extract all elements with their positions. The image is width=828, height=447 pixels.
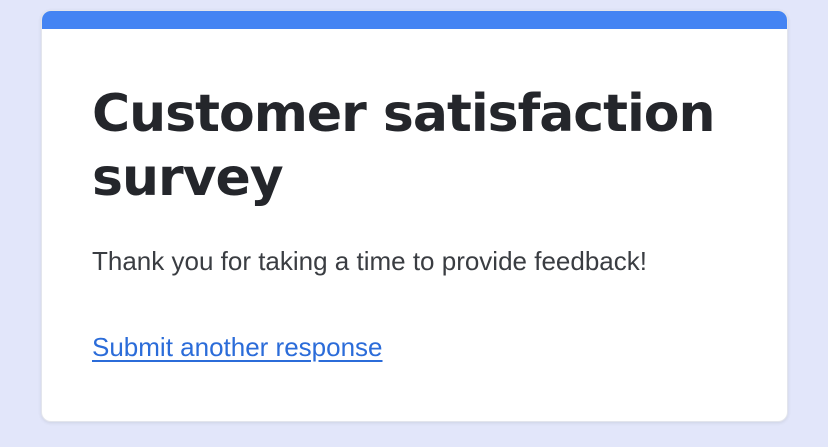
card-content: Customer satisfaction survey Thank you f… <box>42 82 787 364</box>
form-title: Customer satisfaction survey <box>92 82 737 210</box>
link-row: Submit another response <box>92 330 737 364</box>
form-accent-bar <box>42 11 787 29</box>
form-title-line-2: survey <box>92 148 284 208</box>
submit-another-response-link[interactable]: Submit another response <box>92 332 383 362</box>
form-title-line-1: Customer satisfaction <box>92 84 716 144</box>
confirmation-message: Thank you for taking a time to provide f… <box>92 246 647 276</box>
form-response-card: Customer satisfaction survey Thank you f… <box>41 10 788 422</box>
